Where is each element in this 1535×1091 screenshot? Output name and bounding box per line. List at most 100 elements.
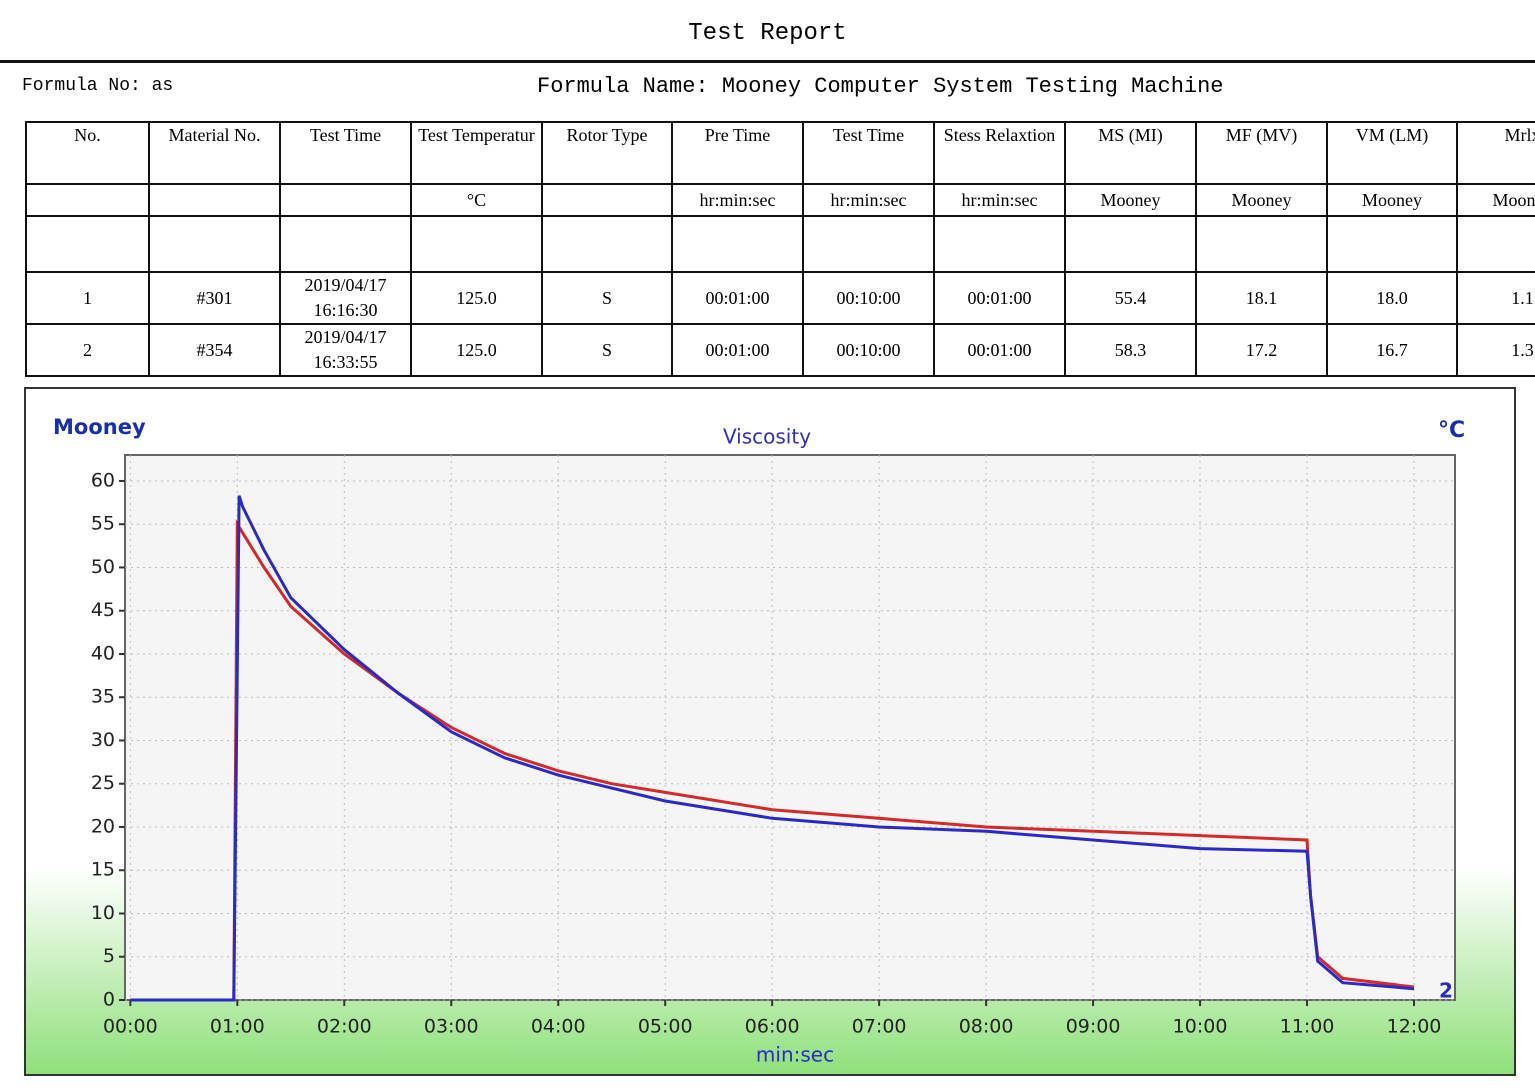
cell: [410, 215, 543, 273]
cell: 125.0: [410, 323, 543, 377]
x-tick-label: 03:00: [424, 1016, 479, 1038]
cell: hr:min:sec: [671, 183, 804, 217]
cell: [25, 183, 150, 217]
cell: Stess Relaxtion: [933, 121, 1066, 185]
cell: Mooney: [1195, 183, 1328, 217]
cell: [1456, 215, 1535, 273]
report-title: Test Report: [688, 20, 847, 47]
y-tick-label: 60: [91, 469, 115, 491]
cell: 58.3: [1064, 323, 1197, 377]
cell: Test Time: [279, 121, 412, 185]
cell: Mrlx: [1456, 121, 1535, 185]
cell: S: [541, 271, 673, 325]
y-tick-label: 15: [91, 859, 115, 881]
cell: [279, 215, 412, 273]
cell: 55.4: [1064, 271, 1197, 325]
cell: 16.7: [1326, 323, 1458, 377]
cell: [148, 183, 281, 217]
x-tick-label: 08:00: [959, 1016, 1014, 1038]
y-tick-label: 5: [103, 945, 115, 967]
cell: [1195, 215, 1328, 273]
chart-title: Viscosity: [723, 425, 811, 449]
y-tick-label: 0: [103, 989, 115, 1011]
cell: VM (LM): [1326, 121, 1458, 185]
cell: 18.1: [1195, 271, 1328, 325]
y2-axis-label: °C: [1438, 418, 1465, 443]
cell: 1: [25, 271, 150, 325]
x-axis-label: min:sec: [756, 1043, 834, 1067]
cell: [541, 183, 673, 217]
cell: 18.0: [1326, 271, 1458, 325]
series-line: [130, 495, 1415, 1002]
y-tick-label: 25: [91, 772, 115, 794]
cell: 00:01:00: [671, 323, 804, 377]
y-tick-label: 45: [91, 599, 115, 621]
cell: Pre Time: [671, 121, 804, 185]
cell: [671, 215, 804, 273]
plot-area: [124, 454, 1456, 1001]
formula-no: Formula No: as: [22, 76, 174, 96]
formula-name: Formula Name: Mooney Computer System Tes…: [537, 74, 1224, 99]
cell: hr:min:sec: [802, 183, 935, 217]
cell: hr:min:sec: [933, 183, 1066, 217]
y-tick-label: 55: [91, 513, 115, 535]
x-tick-label: 11:00: [1280, 1016, 1335, 1038]
cell: 00:01:00: [671, 271, 804, 325]
cell: 00:10:00: [802, 323, 935, 377]
y-tick-label: 30: [91, 729, 115, 751]
cell: 00:01:00: [933, 323, 1066, 377]
cell: [802, 215, 935, 273]
x-tick-label: 07:00: [852, 1016, 907, 1038]
cell: 00:10:00: [802, 271, 935, 325]
x-tick-label: 02:00: [317, 1016, 372, 1038]
cell: 2019/04/17 16:33:55: [279, 323, 412, 377]
cell: Test Time: [802, 121, 935, 185]
cell: MF (MV): [1195, 121, 1328, 185]
cell: Mooney: [1456, 183, 1535, 217]
cell: Mooney: [1064, 183, 1197, 217]
cell: 17.2: [1195, 323, 1328, 377]
cell: No.: [25, 121, 150, 185]
y-tick-label: 35: [91, 686, 115, 708]
x-tick-label: 04:00: [531, 1016, 586, 1038]
data-row: 1 #301 2019/04/17 16:16:30 125.0 S 00:01:00 00…: [25, 271, 1535, 325]
y-tick-label: 20: [91, 815, 115, 837]
y-tick-label: 50: [91, 556, 115, 578]
x-tick-label: 10:00: [1173, 1016, 1228, 1038]
y-tick-label: 40: [91, 642, 115, 664]
cell: S: [541, 323, 673, 377]
cell: Mooney: [1326, 183, 1458, 217]
unit-row: °C hr:min:sec hr:min:sec hr:min:sec Mooney Mo…: [25, 183, 1535, 217]
cell: [541, 215, 673, 273]
results-table: No. Material No. Test Time Test Temperatur R…: [25, 121, 1535, 377]
cell: [25, 215, 150, 273]
x-tick-label: 09:00: [1066, 1016, 1121, 1038]
y-tick-label: 10: [91, 902, 115, 924]
end-label: 2: [1439, 979, 1453, 1003]
x-tick-label: 01:00: [210, 1016, 265, 1038]
data-row: 2 #354 2019/04/17 16:33:55 125.0 S 00:01:00 00…: [25, 323, 1535, 377]
cell: Test Temperatur: [410, 121, 543, 185]
cell: 1.1: [1456, 271, 1535, 325]
cell: [148, 215, 281, 273]
cell: 2019/04/17 16:16:30: [279, 271, 412, 325]
cell: 00:01:00: [933, 271, 1066, 325]
cell: [279, 183, 412, 217]
y-axis-label: Mooney: [53, 415, 146, 439]
cell: [1326, 215, 1458, 273]
cell: °C: [410, 183, 543, 217]
x-tick-label: 12:00: [1387, 1016, 1442, 1038]
cell: 2: [25, 323, 150, 377]
cell: [1064, 215, 1197, 273]
x-tick-label: 05:00: [638, 1016, 693, 1038]
header-row: No. Material No. Test Time Test Temperatur R…: [25, 121, 1535, 185]
cell: #301: [148, 271, 281, 325]
cell: MS (MI): [1064, 121, 1197, 185]
cell: #354: [148, 323, 281, 377]
rule: [0, 60, 1535, 63]
cell: 125.0: [410, 271, 543, 325]
x-tick-label: 06:00: [745, 1016, 800, 1038]
blank-row: [25, 215, 1535, 273]
